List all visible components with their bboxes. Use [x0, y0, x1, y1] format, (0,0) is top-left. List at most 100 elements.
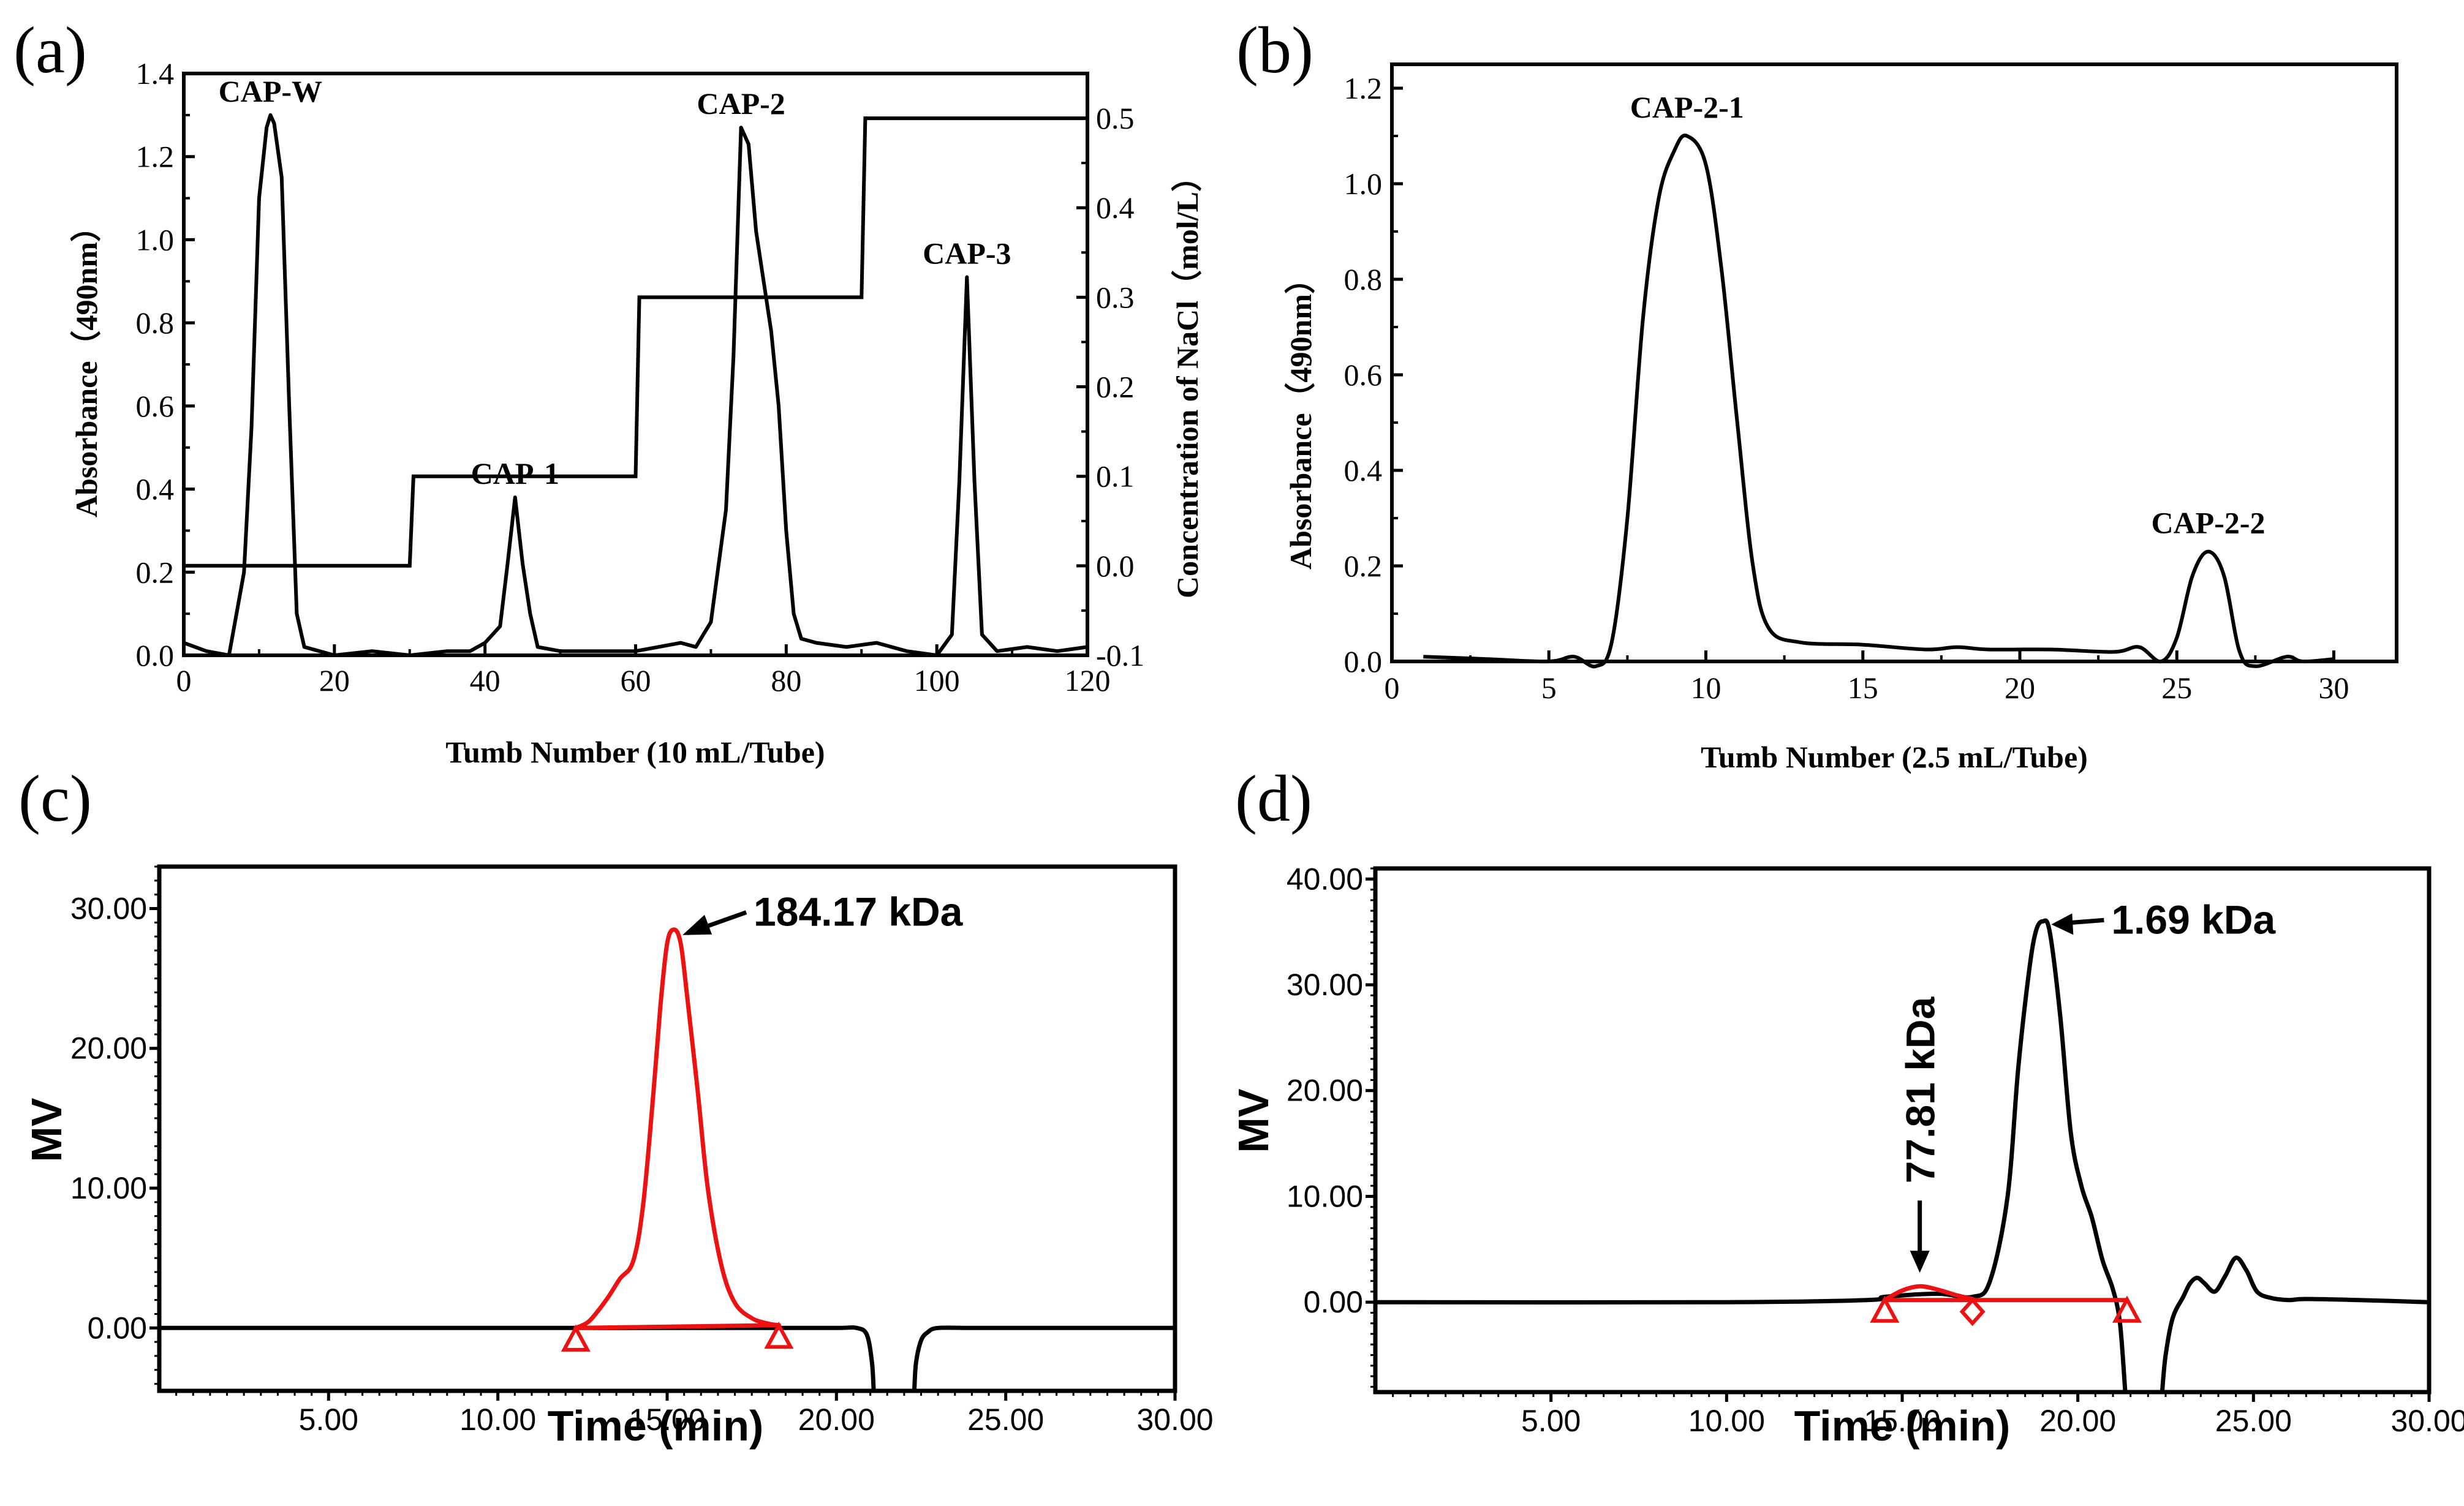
panel-b-x-tick-label: 15: [1848, 671, 1878, 705]
panel-b-x-tick-label: 25: [2161, 671, 2192, 705]
panel-a-x-tick-label: 120: [1065, 663, 1111, 698]
panel-b-x-tick-label: 10: [1691, 671, 1721, 705]
pd-triangle-marker: [1870, 1295, 1900, 1323]
panel-a-nacl-gradient-line: [184, 116, 1087, 568]
pd-triangle-marker: [2112, 1295, 2142, 1323]
panel-a-letter: (a): [13, 14, 87, 87]
panel-b-x-tick-label: 30: [2319, 671, 2349, 705]
panel-a-y-tick-label: 0.6: [136, 389, 175, 423]
pd-trace-1: [2160, 1256, 2432, 1395]
panel-a-y-axis-label: Absorbance（490nm）: [69, 211, 104, 518]
pc-x-tick-label: 30.00: [1136, 1402, 1213, 1437]
panel-c-x-axis-label: Time (min): [548, 1402, 764, 1450]
pd-diamond-marker: [1959, 1297, 1986, 1327]
panel-a-y2-tick-label: 0.2: [1096, 370, 1135, 404]
panel-a-x-tick-label: 80: [771, 663, 801, 698]
panel-a-y2-tick-label: 0.0: [1096, 549, 1135, 583]
panel-b-y-tick-label: 0.8: [1344, 262, 1383, 296]
panel-b-y-tick-label: 0.2: [1344, 549, 1383, 583]
panel-b-x-axis-label: Tumb Number (2.5 mL/Tube): [1701, 740, 2088, 774]
panel-b-peak-label: CAP-2-2: [2151, 506, 2265, 540]
panel-a-x-tick-label: 20: [319, 663, 350, 698]
panel-b-x-tick-label: 0: [1385, 671, 1400, 705]
pc-y-tick-label: 10.00: [70, 1171, 147, 1205]
panel-c-peak-annotation: 184.17 kDa: [754, 889, 964, 935]
pd-x-tick-label: 25.00: [2215, 1404, 2292, 1438]
pd-x-tick-label: 5.00: [1521, 1404, 1581, 1438]
pd-x-tick-label: 30.00: [2390, 1404, 2464, 1438]
panel-d-peak-annotation: 1.69 kDa: [2111, 897, 2276, 942]
panel-a-y2-tick-label: -0.1: [1096, 638, 1144, 672]
pc-trace-3: [573, 1323, 781, 1330]
panel-d-letter: (d): [1235, 762, 1312, 835]
panel-a-y2-tick-label: 0.5: [1096, 101, 1135, 135]
panel-d-x-axis-label: Time (min): [1794, 1402, 2011, 1450]
pd-x-tick-label: 10.00: [1688, 1404, 1765, 1438]
pd-y-tick-label: 40.00: [1287, 862, 1363, 896]
panel-d-arrow-head: [1910, 1251, 1930, 1273]
pc-x-tick-label: 15.00: [629, 1402, 705, 1437]
pc-y-tick-label: 20.00: [70, 1031, 147, 1066]
panel-b-y-tick-label: 1.2: [1344, 71, 1383, 105]
pc-trace-2: [573, 927, 781, 1330]
pd-x-tick-label: 15.00: [1864, 1404, 1940, 1438]
panel-a-x-tick-label: 100: [914, 663, 960, 698]
panel-a-x-tick-label: 60: [621, 663, 651, 698]
pc-y-tick-label: 30.00: [70, 891, 147, 925]
pd-y-tick-label: 10.00: [1287, 1179, 1363, 1213]
panel-a-absorbance-line: [183, 113, 1088, 657]
pc-y-tick-label: 0.00: [88, 1311, 147, 1345]
panel-a-y2-tick-label: 0.4: [1096, 190, 1135, 225]
panel-b-y-tick-label: 0.0: [1344, 644, 1383, 679]
pc-triangle-marker: [561, 1324, 591, 1352]
pd-y-tick-label: 0.00: [1304, 1285, 1363, 1319]
panel-a-peak-label: CAP-3: [923, 236, 1011, 271]
panel-c-letter: (c): [18, 762, 92, 835]
panel-d-peak-annotation: 77.81 kDa: [1898, 996, 1943, 1183]
panel-b-chart: 0.0 0.2 0.4 0.6 0.8 1.0 1.2 0 5 10 15 20 25 30 CAP-2…: [1283, 62, 2398, 774]
pc-x-tick-label: 20.00: [798, 1402, 875, 1437]
panel-a-y-tick-label: 1.4: [136, 56, 175, 91]
panel-a-peak-label: CAP-2: [697, 86, 785, 121]
panel-a-peak-label: CAP-W: [219, 74, 322, 108]
panel-b-x-tick-label: 20: [2005, 671, 2035, 705]
panel-d-y-axis-label: MV: [1230, 1088, 1277, 1153]
panel-a-y2-axis-label: Concentration of NaCl（mol/L）: [1170, 161, 1204, 598]
panel-b-letter: (b): [1236, 14, 1313, 87]
panel-c-chart: 0.00 10.00 20.00 30.00 5.00 10.00 15.00 20.00 2…: [23, 864, 1214, 1450]
pc-triangle-marker: [764, 1321, 794, 1349]
panel-c-arrow-head: [682, 914, 712, 935]
pd-y-tick-label: 30.00: [1287, 968, 1363, 1002]
panel-d-chart: 0.00 10.00 20.00 30.00 40.00 5.00 10.00 15.00 2…: [1230, 862, 2464, 1450]
panel-a-x-tick-label: 40: [470, 663, 501, 698]
panel-b-x-tick-label: 5: [1541, 671, 1557, 705]
panel-c-y-axis-label: MV: [23, 1097, 70, 1162]
panel-a-chart: 0.0 0.2 0.4 0.6 0.8 1.0 1.2 1.4 -0.1 0.0 0.1 0.2 0.…: [69, 56, 1204, 769]
panel-a-y-tick-label: 0.2: [136, 555, 175, 589]
pc-trace-1: [912, 1325, 1177, 1393]
pc-x-tick-label: 5.00: [299, 1402, 358, 1437]
panel-a-y2-tick-label: 0.1: [1096, 459, 1135, 494]
panel-b-absorbance-line: [1423, 134, 2334, 669]
panel-b-peak-label: CAP-2-1: [1630, 90, 1744, 124]
panel-a-peak-label: CAP-1: [471, 456, 559, 491]
panel-b-y-tick-label: 1.0: [1344, 167, 1383, 201]
pc-x-tick-label: 10.00: [459, 1402, 536, 1437]
pd-trace-0: [1373, 918, 2128, 1395]
panel-a-y-tick-label: 0.8: [136, 306, 175, 340]
panel-b-y-axis-label: Absorbance（490nm）: [1283, 263, 1318, 570]
pd-y-tick-label: 20.00: [1287, 1074, 1363, 1108]
panel-a-y-tick-label: 1.2: [136, 140, 175, 174]
panel-a-y2-tick-label: 0.3: [1096, 280, 1135, 314]
panel-a-x-axis-label: Tumb Number (10 mL/Tube): [445, 735, 825, 769]
panel-a-y-tick-label: 1.0: [136, 222, 175, 257]
panel-a-x-tick-label: 0: [176, 663, 192, 698]
pd-trace-2: [1882, 1284, 1975, 1303]
pd-x-tick-label: 20.00: [2039, 1404, 2116, 1438]
panel-a-y-tick-label: 0.4: [136, 472, 175, 506]
panel-b-y-tick-label: 0.6: [1344, 358, 1383, 392]
panel-b-y-tick-label: 0.4: [1344, 453, 1383, 488]
panel-d-arrow-head: [2051, 913, 2074, 935]
pc-x-tick-label: 25.00: [967, 1402, 1044, 1437]
